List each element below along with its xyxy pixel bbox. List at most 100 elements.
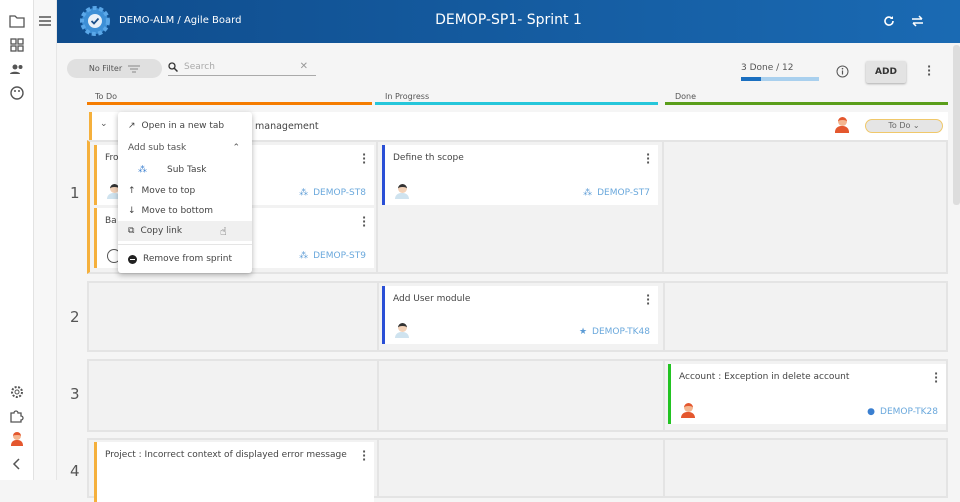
folder-icon[interactable] <box>9 13 25 29</box>
menu-label: Add sub task <box>128 143 187 153</box>
card-menu-icon[interactable]: · · · <box>362 211 367 232</box>
swap-icon[interactable] <box>911 15 924 27</box>
context-menu: ↗ Open in a new tab Add sub task ⌃ ⁂ Sub Ta… <box>118 112 252 273</box>
puzzle-icon[interactable] <box>9 408 25 424</box>
card-id-label: DEMOP-ST7 <box>597 188 650 198</box>
filter-label: No Filter <box>88 64 123 73</box>
search-placeholder: Search <box>184 61 215 72</box>
card-id[interactable]: ⁂ DEMOP-ST8 <box>299 188 366 198</box>
menu-item-add-sub-task[interactable]: Add sub task ⌃ <box>118 138 252 158</box>
avatar <box>395 323 409 339</box>
row-number: 1 <box>70 184 80 202</box>
task-card[interactable]: Define th scope · · · ⁂ DEMOP-ST7 <box>382 145 658 205</box>
row-number: 2 <box>70 308 80 326</box>
column-header-todo: To Do <box>87 92 372 104</box>
task-card[interactable]: Add User module · · · ★ DEMOP-TK48 <box>382 286 658 344</box>
info-icon[interactable] <box>836 65 849 78</box>
refresh-icon[interactable] <box>883 15 895 27</box>
breadcrumb[interactable]: DEMO-ALM / Agile Board <box>119 15 242 26</box>
cell-in-progress <box>379 283 665 350</box>
menu-item-move-bottom[interactable]: ↓ Move to bottom <box>118 201 252 221</box>
clear-search-icon[interactable]: ✕ <box>299 61 308 72</box>
add-button[interactable]: ADD <box>866 61 906 83</box>
card-id[interactable]: ● DEMOP-TK28 <box>867 407 938 417</box>
card-menu-icon[interactable]: · · · <box>362 148 367 169</box>
card-title: Account : Exception in delete account <box>679 372 850 382</box>
menu-item-sub-task[interactable]: ⁂ Sub Task <box>118 160 252 180</box>
menu-item-copy-link[interactable]: ⧉ Copy link ☝ <box>118 221 252 241</box>
dashboard-icon[interactable] <box>9 37 25 53</box>
bug-icon: ● <box>867 407 876 417</box>
progress-bar <box>741 77 819 81</box>
filter-button[interactable]: No Filter <box>67 59 162 78</box>
task-card[interactable]: Account : Exception in delete account · ·… <box>668 364 946 424</box>
card-id-label: DEMOP-TK28 <box>880 407 938 417</box>
card-id[interactable]: ★ DEMOP-TK48 <box>579 327 650 337</box>
expand-chevron-icon[interactable]: ⌄ <box>100 119 108 129</box>
menu-item-open-new-tab[interactable]: ↗ Open in a new tab <box>118 116 252 136</box>
card-menu-icon[interactable]: · · · <box>646 148 651 169</box>
arrow-down-icon: ↓ <box>128 206 136 216</box>
cell-in-progress <box>378 142 664 272</box>
menu-label: Move to bottom <box>141 206 213 216</box>
cell-todo <box>89 440 379 496</box>
column-header-done: Done <box>667 92 948 104</box>
sidebar <box>0 0 34 480</box>
copy-icon: ⧉ <box>128 226 135 236</box>
subtask-icon: ⁂ <box>138 165 147 175</box>
cell-todo <box>90 142 378 272</box>
avatar <box>681 403 695 419</box>
chevron-up-icon: ⌃ <box>232 143 240 153</box>
settings-icon[interactable] <box>9 384 25 400</box>
column-line-in-progress <box>375 102 658 105</box>
users-icon[interactable] <box>9 61 25 77</box>
chevron-left-icon[interactable] <box>9 456 25 472</box>
column-label: In Progress <box>385 92 430 101</box>
column-label: To Do <box>95 92 118 101</box>
card-menu-icon[interactable]: · · · <box>362 445 367 466</box>
card-id[interactable]: ⁂ DEMOP-ST7 <box>583 188 650 198</box>
column-line-todo <box>87 102 372 105</box>
column-label: Done <box>675 92 697 101</box>
menu-item-move-top[interactable]: ↑ Move to top <box>118 181 252 201</box>
palette-icon[interactable] <box>9 85 25 101</box>
search-input[interactable]: Search ✕ <box>168 58 316 76</box>
menu-label: Open in a new tab <box>141 121 225 131</box>
open-external-icon: ↗ <box>128 121 136 131</box>
cell-todo <box>89 361 379 430</box>
card-title: Define th scope <box>393 153 464 163</box>
subtask-icon: ⁂ <box>583 188 593 198</box>
menu-divider <box>118 244 252 245</box>
avatar[interactable] <box>9 432 25 448</box>
menu-label: Sub Task <box>167 165 207 175</box>
page-title: DEMOP-SP1- Sprint 1 <box>435 12 582 28</box>
card-id-label: DEMOP-TK48 <box>592 327 650 337</box>
menu-label: Copy link <box>140 226 183 236</box>
card-title: Project : Incorrect context of displayed… <box>105 450 347 460</box>
task-card[interactable]: Project : Incorrect context of displayed… <box>94 442 374 502</box>
app-header: DEMO-ALM / Agile Board DEMOP-SP1- Sprint… <box>57 0 960 43</box>
arrow-up-icon: ↑ <box>128 186 136 196</box>
cell-todo <box>89 283 379 350</box>
card-menu-icon[interactable]: · · · <box>646 289 651 310</box>
story-status-dropdown[interactable]: To Do ⌄ <box>865 119 943 133</box>
progress-fill <box>741 77 761 81</box>
card-id-label: DEMOP-ST8 <box>313 188 366 198</box>
column-header-in-progress: In Progress <box>377 92 658 104</box>
subtask-icon: ⁂ <box>299 251 309 261</box>
row-number: 3 <box>70 385 80 403</box>
card-menu-icon[interactable]: · · · <box>934 367 939 388</box>
menu-label: Move to top <box>141 186 196 196</box>
app-logo-icon <box>80 6 110 36</box>
more-options-icon[interactable]: · · · <box>927 60 932 81</box>
hand-cursor-icon: ☝ <box>220 224 227 238</box>
story-assignee-avatar <box>835 117 849 135</box>
avatar <box>107 184 121 200</box>
column-line-done <box>665 102 948 105</box>
scrollbar[interactable] <box>953 45 960 205</box>
card-id-label: DEMOP-ST9 <box>313 251 366 261</box>
card-id[interactable]: ⁂ DEMOP-ST9 <box>299 251 366 261</box>
hamburger-icon[interactable] <box>38 15 52 27</box>
task-icon: ★ <box>578 327 588 337</box>
menu-item-remove-from-sprint[interactable]: Remove from sprint <box>118 249 252 269</box>
